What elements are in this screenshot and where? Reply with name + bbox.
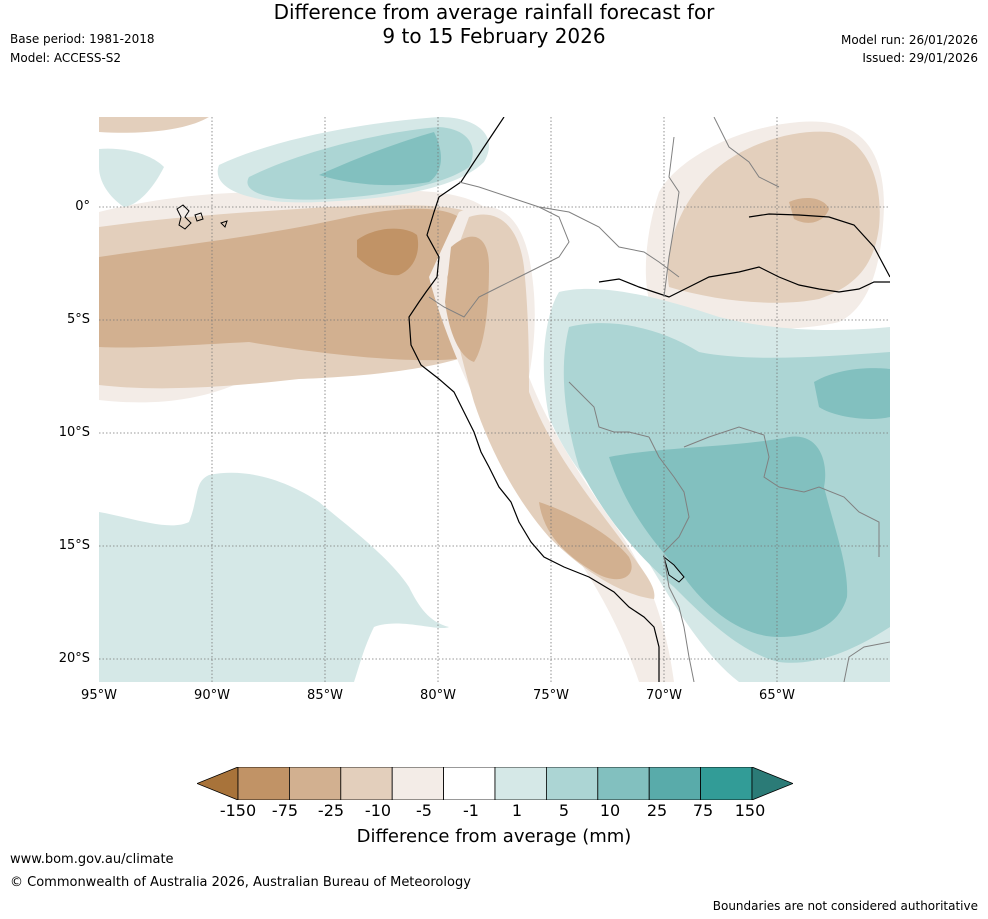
zone-dry-moderate-amazon [667, 131, 880, 303]
legend-tick: 10 [599, 801, 621, 820]
map-title: Difference from average rainfall forecas… [0, 0, 988, 48]
zone-dry-core-ocean [357, 228, 419, 276]
footer-copyright: © Commonwealth of Australia 2026, Austra… [10, 875, 471, 890]
legend-swatch [648, 767, 702, 800]
model-run: Model run: 26/01/2026 [840, 33, 978, 47]
lat-label: 0° [75, 199, 90, 214]
legend-tick: 5 [558, 801, 570, 820]
legend-tick: 25 [646, 801, 668, 820]
lon-label: 80°W [420, 688, 456, 703]
legend-swatch [545, 767, 599, 800]
footer-url[interactable]: www.bom.gov.au/climate [10, 852, 174, 867]
lake-titicaca [663, 555, 685, 583]
zone-wet-ocean-southwest [99, 472, 449, 682]
legend-tick: -150 [219, 801, 257, 820]
zone-wet-strong-north [319, 132, 441, 186]
legend-swatch [237, 767, 290, 800]
legend-swatch [494, 767, 547, 800]
zone-dry-strong-peru [445, 236, 489, 362]
legend-swatch-max [751, 767, 793, 800]
footer-disclaimer: Boundaries are not considered authoritat… [712, 899, 978, 913]
amazon-river [598, 266, 890, 298]
zone-wet-strong-east [814, 368, 890, 419]
title-line-2: 9 to 15 February 2026 [382, 24, 606, 48]
lon-label: 70°W [646, 688, 682, 703]
lon-label: 65°W [759, 688, 795, 703]
lon-label: 75°W [533, 688, 569, 703]
coastline-pacific [408, 117, 660, 682]
legend-swatch [443, 767, 496, 800]
legend-swatch [340, 767, 393, 800]
galapagos-islands [176, 204, 228, 230]
legend-tick: -75 [271, 801, 299, 820]
legend-swatch-min [197, 767, 239, 800]
legend-tick: 75 [692, 801, 714, 820]
country-borders [428, 117, 890, 682]
title-line-1: Difference from average rainfall forecas… [273, 0, 715, 24]
issued-date: Issued: 29/01/2026 [862, 51, 978, 65]
legend-tick: -10 [364, 801, 392, 820]
lat-label: 10°S [58, 425, 90, 440]
rio-negro [748, 213, 890, 278]
legend-swatch [391, 767, 444, 800]
lon-label: 90°W [194, 688, 230, 703]
legend-swatch [289, 767, 342, 800]
zone-dry-moderate-coast [447, 214, 655, 599]
legend-tick: -5 [416, 801, 432, 820]
legend-tick: 1 [511, 801, 523, 820]
legend-tick: 150 [734, 801, 766, 820]
legend-swatch [597, 767, 650, 800]
model-name: Model: ACCESS-S2 [10, 51, 122, 65]
zone-wet-galapagos [99, 148, 164, 207]
lat-label: 15°S [58, 538, 90, 553]
legend-swatch [700, 767, 753, 800]
lon-label: 85°W [307, 688, 343, 703]
lat-label: 5°S [66, 312, 90, 327]
legend-tick: -1 [463, 801, 479, 820]
legend-tick: -25 [317, 801, 345, 820]
legend-title: Difference from average (mm) [356, 826, 632, 847]
lon-label: 95°W [81, 688, 117, 703]
legend-colorbar [197, 767, 793, 800]
zone-dry-northwest [99, 117, 209, 133]
zone-wet-strong-interior [609, 436, 848, 637]
lat-label: 20°S [58, 651, 90, 666]
rainfall-map [99, 117, 890, 682]
base-period: Base period: 1981-2018 [10, 32, 155, 46]
zone-dry-strong-coast [539, 502, 632, 580]
